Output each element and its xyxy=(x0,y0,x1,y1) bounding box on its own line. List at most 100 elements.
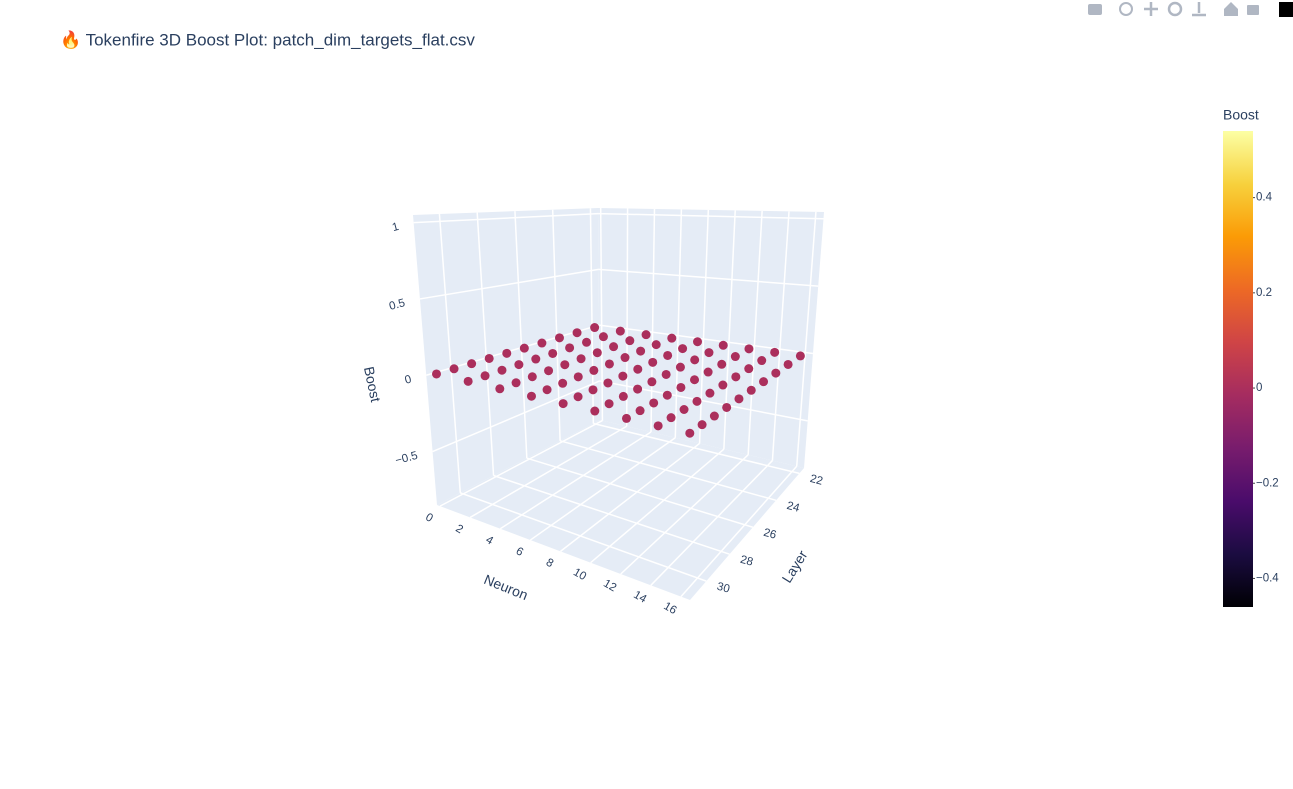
marker xyxy=(717,359,727,369)
z-tick-label: −0.5 xyxy=(394,450,419,467)
grid-line xyxy=(590,448,725,564)
marker xyxy=(635,406,645,416)
colorbar-gradient xyxy=(1223,131,1253,607)
grid-line xyxy=(650,208,656,433)
grid-line xyxy=(680,465,798,598)
marker xyxy=(730,352,740,362)
marker xyxy=(618,371,628,381)
z-tick-label: 0 xyxy=(404,373,413,386)
y-tick-label: 24 xyxy=(785,500,801,515)
marker xyxy=(526,391,536,401)
marker xyxy=(690,355,700,365)
grid-line xyxy=(526,457,754,528)
x-tick-label: 16 xyxy=(661,600,678,617)
marker xyxy=(648,357,658,367)
marker xyxy=(744,344,754,354)
marker xyxy=(661,369,671,379)
z-tick-label: 1 xyxy=(391,221,400,234)
plotly-logo[interactable] xyxy=(1279,2,1293,17)
marker xyxy=(693,337,703,347)
marker xyxy=(615,326,625,336)
turntable-icon[interactable] xyxy=(1192,2,1206,17)
x-tick-label: 0 xyxy=(423,511,435,525)
marker xyxy=(731,372,741,382)
y-tick-label: 30 xyxy=(716,581,731,596)
grid-line xyxy=(599,208,604,421)
marker xyxy=(744,364,754,374)
z-tick-label: 0.5 xyxy=(388,297,407,313)
marker xyxy=(759,377,769,387)
grid-line xyxy=(514,211,528,459)
grid-line xyxy=(529,437,676,541)
grid-line xyxy=(771,211,790,461)
orbit-icon[interactable] xyxy=(1167,1,1183,17)
marker xyxy=(795,351,805,361)
camera-icon[interactable] xyxy=(1088,4,1102,15)
marker xyxy=(558,399,568,409)
y-tick-label: 26 xyxy=(762,527,777,542)
marker xyxy=(542,385,552,395)
x-tick-label: 8 xyxy=(544,557,556,571)
grid-line xyxy=(476,212,495,476)
grid-line xyxy=(559,440,777,502)
marker xyxy=(502,348,512,358)
colorbar-tick-label: −0.2 xyxy=(1256,477,1279,489)
marker xyxy=(722,402,732,412)
marker xyxy=(685,428,695,438)
y-axis-title: Layer xyxy=(778,547,810,585)
marker xyxy=(641,330,651,340)
marker xyxy=(554,333,564,343)
marker xyxy=(604,399,614,409)
marker xyxy=(480,371,490,381)
colorbar-tick-label: −0.4 xyxy=(1256,572,1279,584)
marker xyxy=(704,348,714,358)
marker xyxy=(592,348,602,358)
marker xyxy=(667,333,677,343)
marker xyxy=(647,377,657,387)
marker xyxy=(431,369,441,379)
marker xyxy=(573,392,583,402)
marker xyxy=(675,362,685,372)
marker xyxy=(604,359,614,369)
marker xyxy=(463,376,473,386)
marker xyxy=(692,396,702,406)
grid-line xyxy=(438,213,462,493)
marker xyxy=(495,384,505,394)
y-tick-label: 28 xyxy=(739,554,754,569)
floor-pane xyxy=(437,420,804,600)
marker xyxy=(636,346,646,356)
marker xyxy=(649,398,659,408)
marker xyxy=(734,394,744,404)
grid-line xyxy=(413,212,599,224)
marker xyxy=(633,384,643,394)
pan-icon[interactable] xyxy=(1144,2,1158,16)
home-icon[interactable] xyxy=(1224,2,1238,16)
marker xyxy=(573,372,583,382)
zoom-icon[interactable] xyxy=(1119,2,1133,16)
marker xyxy=(633,364,643,374)
marker xyxy=(770,347,780,357)
grid-line xyxy=(795,211,817,467)
z-axis-title: Boost xyxy=(361,365,384,403)
marker xyxy=(620,353,630,363)
marker xyxy=(709,411,719,421)
x-tick-label: 10 xyxy=(571,566,588,583)
scene: 02468101214162224262830−0.500.51NeuronLa… xyxy=(361,208,824,617)
marker xyxy=(560,360,570,370)
marker xyxy=(663,350,673,360)
marker xyxy=(757,356,767,366)
marker xyxy=(703,367,713,377)
marker xyxy=(527,372,537,382)
marker xyxy=(497,365,507,375)
colorbar: Boost −0.4 −0.2 0 0.2 0.4 xyxy=(1223,107,1279,607)
modebar[interactable] xyxy=(1088,1,1293,17)
grid-line xyxy=(593,422,800,475)
x-tick-label: 14 xyxy=(631,589,649,606)
colorbar-tick-label: 0 xyxy=(1256,382,1262,394)
chart-title: 🔥 Tokenfire 3D Boost Plot: patch_dim_tar… xyxy=(60,29,475,49)
marker xyxy=(514,360,524,370)
marker xyxy=(531,354,541,364)
marker xyxy=(609,342,619,352)
camera-view-icon[interactable] xyxy=(1247,5,1259,15)
x-axis-title: Neuron xyxy=(482,571,531,603)
